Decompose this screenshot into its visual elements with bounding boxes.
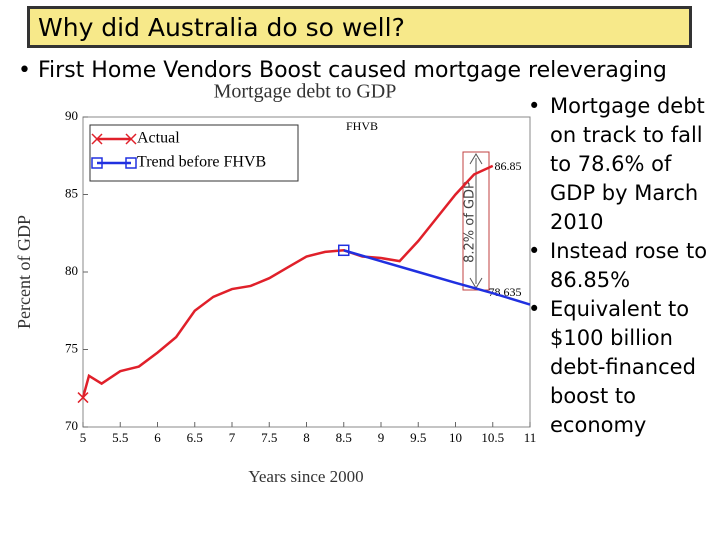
- x-axis-label: Years since 2000: [248, 467, 363, 486]
- side-bullets: Mortgage debt on track to fall to 78.6% …: [520, 92, 720, 440]
- annotation: FHVB: [346, 119, 378, 133]
- y-tick-label: 80: [65, 263, 78, 278]
- chart-title: Mortgage debt to GDP: [214, 81, 397, 103]
- x-tick-label: 10: [449, 430, 462, 445]
- x-tick-label: 8.5: [336, 430, 352, 445]
- legend-box: [89, 124, 299, 182]
- x-tick-label: 7.5: [261, 430, 277, 445]
- x-tick-label: 9.5: [410, 430, 426, 445]
- x-tick-label: 5: [80, 430, 87, 445]
- marker: [91, 133, 103, 145]
- x-tick-label: 9: [378, 430, 385, 445]
- y-tick-label: 90: [65, 108, 78, 123]
- y-axis-label: Percent of GDP: [14, 215, 34, 329]
- bullet: • First Home Vendors Boost caused mortga…: [18, 58, 667, 83]
- x-tick-label: 10.5: [481, 430, 504, 445]
- marker: [338, 244, 350, 257]
- marker: [77, 392, 89, 404]
- legend-label: Actual: [137, 130, 180, 147]
- annotation: 8.2% of GDP: [463, 181, 478, 263]
- bullet: Equivalent to $100 billion debt-financed…: [520, 295, 720, 440]
- y-tick-label: 75: [65, 340, 78, 355]
- y-tick-label: 85: [65, 185, 78, 200]
- bullet: Instead rose to 86.85%: [520, 237, 720, 295]
- x-tick-label: 6.5: [187, 430, 203, 445]
- bullet-text: First Home Vendors Boost caused mortgage…: [37, 58, 667, 83]
- marker: [91, 157, 103, 169]
- bullet: Mortgage debt on track to fall to 78.6% …: [520, 92, 720, 237]
- y-tick-label: 70: [65, 418, 78, 433]
- x-tick-label: 6: [154, 430, 161, 445]
- annotation: 86.85: [495, 159, 522, 173]
- x-tick-label: 7: [229, 430, 236, 445]
- series-line: [81, 164, 494, 398]
- series-line: [343, 249, 531, 306]
- marker: [125, 133, 137, 145]
- legend-label: Trend before FHVB: [137, 154, 266, 171]
- marker: [125, 157, 137, 169]
- x-tick-label: 5.5: [112, 430, 128, 445]
- x-tick-label: 8: [303, 430, 310, 445]
- slide-title: Why did Australia do so well?: [27, 6, 692, 48]
